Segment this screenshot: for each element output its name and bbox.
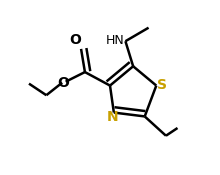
Text: O: O bbox=[57, 76, 69, 90]
Text: HN: HN bbox=[106, 34, 125, 47]
Text: S: S bbox=[157, 78, 167, 92]
Text: O: O bbox=[70, 33, 82, 47]
Text: N: N bbox=[107, 110, 119, 124]
